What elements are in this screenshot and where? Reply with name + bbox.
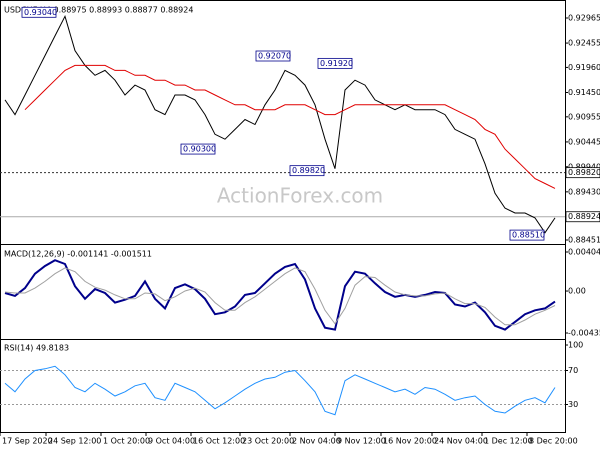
y-tick-label: 0.92455 — [568, 39, 600, 48]
price-box — [565, 211, 600, 223]
x-tick-label: 24 Nov 04:00 — [434, 437, 488, 446]
x-tick-label: 17 Sep 2020 — [2, 437, 53, 446]
series-line — [4, 267, 556, 326]
x-tick-label: 2 Nov 04:00 — [292, 437, 341, 446]
annotation-label: 0.91920 — [320, 59, 353, 68]
panel-title: USDCHF,H4 0.88975 0.88993 0.88877 0.8892… — [4, 6, 193, 15]
x-tick-label: 16 Nov 20:00 — [383, 437, 437, 446]
x-tick-label: 1 Oct 20:00 — [103, 437, 150, 446]
annotation-label: 0.92070 — [258, 52, 291, 61]
annotation-box — [317, 57, 353, 69]
x-tick-label: 23 Oct 20:00 — [242, 437, 294, 446]
annotation-box — [180, 143, 216, 155]
y-tick-label: 30 — [568, 400, 578, 409]
y-tick-label: 0.92965 — [568, 13, 600, 22]
annotation-box — [289, 165, 325, 177]
x-tick-label: 8 Dec 20:00 — [529, 437, 578, 446]
annotation-box — [255, 50, 291, 62]
x-tick-label: 16 Oct 12:00 — [193, 437, 245, 446]
y-tick-label: 0.004048 — [568, 247, 600, 256]
watermark: ActionForex.com — [217, 184, 383, 208]
price-box-label: 0.88924 — [568, 212, 600, 221]
price-box-label: 0.89820 — [568, 168, 600, 177]
panel-title: RSI(14) 49.8183 — [4, 344, 69, 353]
y-tick-label: 0.89940 — [568, 162, 600, 171]
x-tick-label: 1 Dec 12:00 — [484, 437, 533, 446]
series-line — [24, 64, 556, 189]
y-tick-label: 0.00 — [568, 287, 586, 296]
annotation-label: 0.93040 — [24, 8, 57, 17]
y-tick-label: -0.004351 — [568, 328, 600, 337]
y-tick-label: 70 — [568, 366, 578, 375]
annotation-label: 0.88510 — [512, 231, 545, 240]
annotation-label: 0.90300 — [183, 145, 216, 154]
x-tick-label: 9 Nov 12:00 — [337, 437, 386, 446]
panel-title: MACD(12,26,9) -0.001141 -0.001511 — [4, 250, 152, 259]
price-box — [565, 167, 600, 179]
y-tick-label: 0.89430 — [568, 187, 600, 196]
annotation-box — [509, 229, 545, 241]
annotation-label: 0.89820 — [292, 166, 325, 175]
x-tick-label: 24 Sep 12:00 — [48, 437, 101, 446]
series-line — [4, 14, 556, 234]
y-tick-label: 0.90445 — [568, 137, 600, 146]
series-line — [4, 365, 556, 416]
y-tick-label: 0.90955 — [568, 112, 600, 121]
annotation-box — [21, 6, 57, 18]
series-line — [4, 259, 556, 331]
y-tick-label: 0.91960 — [568, 63, 600, 72]
x-tick-label: 9 Oct 04:00 — [148, 437, 195, 446]
y-tick-label: 0.88451 — [568, 235, 600, 244]
y-tick-label: 100 — [568, 341, 583, 350]
y-tick-label: 0.91450 — [568, 88, 600, 97]
